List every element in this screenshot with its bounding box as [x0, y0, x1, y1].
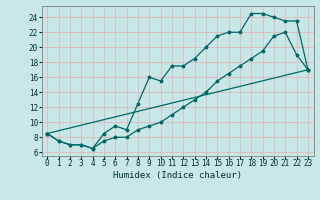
- X-axis label: Humidex (Indice chaleur): Humidex (Indice chaleur): [113, 171, 242, 180]
